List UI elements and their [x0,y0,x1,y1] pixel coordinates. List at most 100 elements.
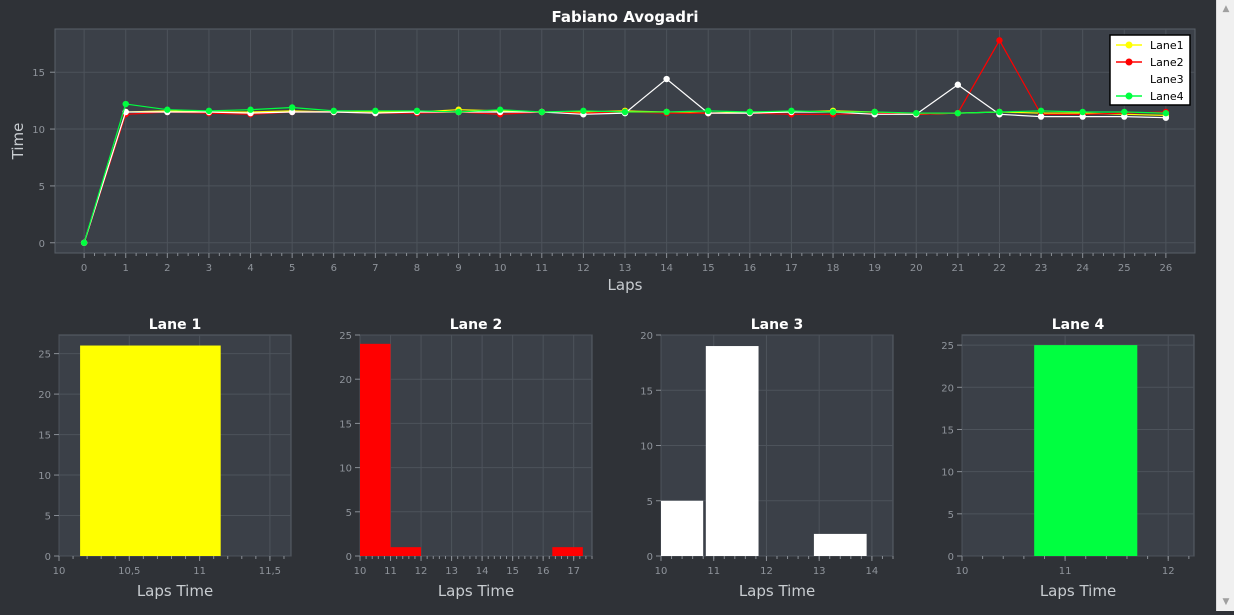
histogram-bar [390,547,422,556]
y-tick-label: 5 [948,510,954,521]
vertical-scrollbar[interactable]: ▲ ▼ [1216,0,1234,611]
data-point [788,107,795,115]
data-point [164,106,171,113]
data-point [746,108,754,116]
data-point [496,106,504,113]
data-point [205,107,213,115]
x-tick-label: 8 [414,263,420,274]
histogram-plot-area [359,334,593,557]
x-tick-label: 17 [567,566,580,577]
x-tick-label: 11 [1059,566,1072,577]
histogram-bar [552,547,583,556]
x-tick-label: 16 [743,263,756,274]
x-tick-label: 12 [415,566,428,577]
y-tick-label: 20 [38,390,51,401]
x-tick-label: 19 [868,263,881,274]
histogram-bar [661,500,704,556]
x-tick-label: 0 [81,263,87,274]
data-point [288,104,296,111]
data-point [829,108,837,116]
x-tick-label: 24 [1076,263,1089,274]
y-tick-label: 15 [38,431,51,442]
x-tick-label: 20 [910,263,923,274]
data-point [913,109,920,117]
x-tick-label: 25 [1118,263,1131,274]
line-chart-title: Fabiano Avogadri [552,8,699,26]
x-tick-label: 14 [660,263,673,274]
x-tick-label: 15 [702,263,715,274]
legend-swatch-marker [1125,92,1133,100]
x-tick-label: 17 [785,263,798,274]
y-tick-label: 0 [647,552,653,563]
y-tick-label: 5 [647,497,653,508]
legend-label: Lane4 [1150,90,1184,103]
y-tick-label: 0 [948,552,954,563]
x-tick-label: 10 [53,566,66,577]
legend-label: Lane1 [1150,39,1184,52]
y-tick-label: 25 [339,331,352,342]
y-tick-label: 10 [339,464,352,475]
data-point [663,108,670,116]
x-tick-label: 1 [123,263,129,274]
x-tick-label: 11 [535,263,548,274]
x-tick-label: 12 [577,263,590,274]
histogram-title: Lane 4 [1052,317,1105,333]
x-tick-label: 10 [655,566,668,577]
y-tick-label: 15 [339,419,352,430]
x-tick-label: 12 [760,566,773,577]
scroll-up-icon[interactable]: ▲ [1222,4,1230,14]
y-tick-label: 20 [640,331,653,342]
x-tick-label: 15 [506,566,519,577]
legend-label: Lane2 [1150,56,1184,69]
data-point [80,239,88,246]
x-axis-label: Laps [608,276,643,294]
data-point [996,37,1003,44]
x-tick-label: 10,5 [118,566,140,577]
y-tick-label: 5 [346,508,352,519]
legend-swatch-marker [1125,58,1133,66]
y-tick-label: 25 [941,341,954,352]
x-tick-label: 5 [289,263,295,274]
x-tick-label: 14 [866,566,879,577]
x-tick-label: 13 [619,263,632,274]
y-tick-label: 15 [32,68,45,79]
x-tick-label: 18 [827,263,840,274]
data-point [122,100,129,108]
x-tick-label: 11 [707,566,720,577]
data-point [538,108,545,116]
data-point [996,108,1003,116]
data-point [580,107,587,115]
x-tick-label: 10 [494,263,507,274]
data-point [1162,114,1170,121]
x-tick-label: 11 [193,566,206,577]
x-tick-label: 22 [993,263,1006,274]
histogram-bar [813,533,867,556]
data-point [621,108,629,116]
x-tick-label: 6 [331,263,337,274]
data-point [954,109,962,117]
data-point [1037,107,1045,115]
x-tick-label: 11 [384,566,397,577]
legend-label: Lane3 [1150,73,1184,86]
x-tick-label: 2 [164,263,170,274]
data-point [1162,109,1170,117]
x-tick-label: 13 [813,566,826,577]
y-tick-label: 5 [45,512,51,523]
histogram-x-axis-label: Laps Time [438,582,514,600]
data-point [330,107,337,115]
scroll-down-icon[interactable]: ▼ [1222,597,1230,607]
data-point [413,107,421,115]
data-point [1037,113,1045,120]
y-tick-label: 10 [32,125,45,136]
data-point [954,81,962,88]
x-tick-label: 7 [372,263,378,274]
x-tick-label: 9 [455,263,461,274]
histogram-title: Lane 2 [450,317,502,333]
y-tick-label: 0 [45,552,51,563]
x-tick-label: 16 [537,566,550,577]
histogram-title: Lane 3 [751,317,803,333]
x-tick-label: 21 [951,263,964,274]
histogram-title: Lane 1 [149,317,201,333]
histogram-bar [1034,345,1138,556]
